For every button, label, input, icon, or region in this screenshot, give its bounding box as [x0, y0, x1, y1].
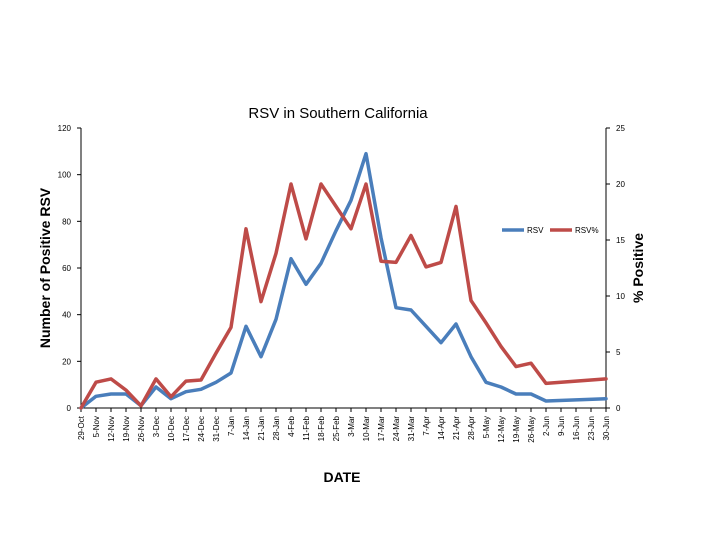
- x-tick-label: 5-May: [482, 416, 491, 438]
- x-tick-label: 26-May: [527, 416, 536, 443]
- x-tick-label: 9-Jun: [557, 416, 566, 436]
- x-tick-label: 30-Jun: [602, 416, 611, 440]
- x-tick-label: 10-Dec: [167, 416, 176, 442]
- x-tick-label: 17-Dec: [182, 416, 191, 442]
- x-tick-label: 26-Nov: [137, 416, 146, 442]
- x-axis-label: DATE: [323, 469, 360, 485]
- x-tick-label: 28-Jan: [272, 416, 281, 440]
- left-tick-label: 0: [67, 404, 72, 413]
- chart-title: RSV in Southern California: [248, 105, 428, 122]
- right-tick-label: 20: [616, 180, 625, 189]
- legend-label: RSV%: [575, 226, 599, 235]
- x-tick-label: 3-Dec: [152, 416, 161, 437]
- x-tick-label: 19-Nov: [122, 416, 131, 442]
- y2-axis-label: % Positive: [630, 233, 646, 303]
- x-tick-label: 14-Jan: [242, 416, 251, 440]
- x-tick-label: 12-May: [497, 416, 506, 443]
- x-tick-label: 31-Mar: [407, 416, 416, 442]
- right-tick-label: 25: [616, 124, 625, 133]
- series-line-rsv-: [79, 182, 608, 410]
- x-tick-label: 14-Apr: [437, 416, 446, 440]
- series-line-rsv: [79, 151, 608, 410]
- x-tick-label: 10-Mar: [362, 416, 371, 442]
- left-tick-label: 100: [58, 171, 72, 180]
- x-tick-label: 24-Mar: [392, 416, 401, 442]
- series-layer: [79, 151, 608, 410]
- x-tick-label: 18-Feb: [317, 415, 326, 441]
- x-tick-label: 24-Dec: [197, 416, 206, 442]
- y-axis-label: Number of Positive RSV: [37, 187, 53, 348]
- right-tick-label: 10: [616, 292, 625, 301]
- right-tick-label: 5: [616, 348, 621, 357]
- x-tick-label: 5-Nov: [92, 416, 101, 437]
- left-tick-label: 120: [58, 124, 72, 133]
- x-tick-label: 21-Apr: [452, 416, 461, 440]
- x-tick-label: 19-May: [512, 416, 521, 443]
- x-tick-label: 7-Jan: [227, 416, 236, 436]
- legend-label: RSV: [527, 226, 544, 235]
- x-tick-label: 21-Jan: [257, 416, 266, 440]
- x-tick-label: 12-Nov: [107, 416, 116, 442]
- x-tick-label: 4-Feb: [287, 415, 296, 436]
- legend: RSV RSV%: [502, 226, 599, 235]
- right-tick-label: 15: [616, 236, 625, 245]
- left-tick-label: 60: [62, 264, 71, 273]
- x-tick-label: 11-Feb: [302, 415, 311, 440]
- x-tick-label: 7-Apr: [422, 416, 431, 436]
- left-tick-label: 20: [62, 357, 71, 366]
- left-axis-ticks: 0 20 40 60 80 100 120: [58, 124, 81, 413]
- left-tick-label: 40: [62, 311, 71, 320]
- right-tick-label: 0: [616, 404, 621, 413]
- x-tick-label: 29-Oct: [77, 415, 86, 440]
- left-tick-label: 80: [62, 217, 71, 226]
- x-tick-label: 3-Mar: [347, 416, 356, 437]
- x-tick-label: 17-Mar: [377, 416, 386, 442]
- x-tick-label: 28-Apr: [467, 416, 476, 440]
- x-axis-ticks: 29-Oct 5-Nov 12-Nov 19-Nov 26-Nov 3-Dec 10-Dec…: [77, 408, 611, 443]
- x-tick-label: 23-Jun: [587, 416, 596, 440]
- plot-area: [80, 128, 607, 409]
- x-tick-label: 16-Jun: [572, 416, 581, 440]
- x-tick-label: 2-Jun: [542, 416, 551, 436]
- x-tick-label: 25-Feb: [332, 415, 341, 441]
- x-tick-label: 31-Dec: [212, 416, 221, 442]
- right-axis-ticks: 0 5 10 15 20 25: [606, 124, 625, 413]
